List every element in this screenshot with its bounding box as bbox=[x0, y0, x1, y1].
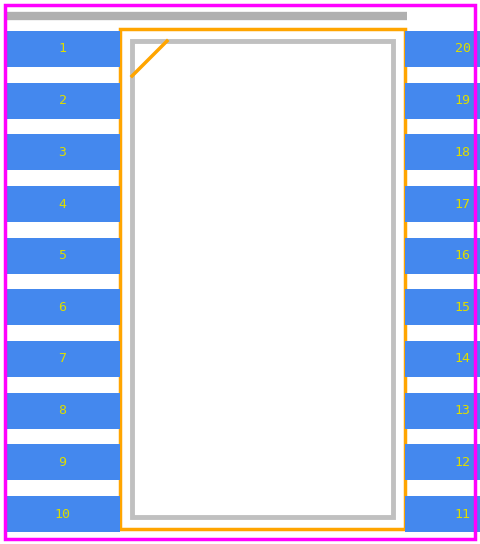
Text: 5: 5 bbox=[59, 249, 67, 262]
Text: 19: 19 bbox=[455, 94, 470, 107]
Bar bbox=[405, 393, 480, 429]
Bar bbox=[5, 31, 120, 67]
Text: 14: 14 bbox=[455, 353, 470, 366]
Text: 17: 17 bbox=[455, 197, 470, 211]
Bar bbox=[405, 134, 480, 170]
Bar bbox=[5, 289, 120, 325]
Bar bbox=[5, 496, 120, 532]
Text: 8: 8 bbox=[59, 404, 67, 417]
Text: 12: 12 bbox=[455, 456, 470, 469]
Bar bbox=[5, 186, 120, 222]
Text: 9: 9 bbox=[59, 456, 67, 469]
Bar bbox=[5, 83, 120, 119]
Text: 18: 18 bbox=[455, 146, 470, 159]
Text: 20: 20 bbox=[455, 42, 470, 55]
Text: 11: 11 bbox=[455, 508, 470, 521]
Bar bbox=[405, 238, 480, 274]
Text: 2: 2 bbox=[59, 94, 67, 107]
Bar bbox=[5, 393, 120, 429]
Bar bbox=[405, 444, 480, 480]
Bar bbox=[405, 186, 480, 222]
Text: 3: 3 bbox=[59, 146, 67, 159]
Bar bbox=[5, 444, 120, 480]
Bar bbox=[5, 134, 120, 170]
Bar bbox=[5, 238, 120, 274]
Bar bbox=[405, 341, 480, 377]
Text: 7: 7 bbox=[59, 353, 67, 366]
Text: 4: 4 bbox=[59, 197, 67, 211]
Bar bbox=[5, 341, 120, 377]
Text: 1: 1 bbox=[59, 42, 67, 55]
Bar bbox=[405, 83, 480, 119]
Bar bbox=[405, 496, 480, 532]
Text: 15: 15 bbox=[455, 301, 470, 314]
Text: 6: 6 bbox=[59, 301, 67, 314]
Bar bbox=[120, 29, 405, 529]
Bar bbox=[132, 41, 393, 517]
Text: 13: 13 bbox=[455, 404, 470, 417]
Bar bbox=[405, 31, 480, 67]
Bar bbox=[405, 289, 480, 325]
Text: 16: 16 bbox=[455, 249, 470, 262]
Text: 10: 10 bbox=[55, 508, 71, 521]
